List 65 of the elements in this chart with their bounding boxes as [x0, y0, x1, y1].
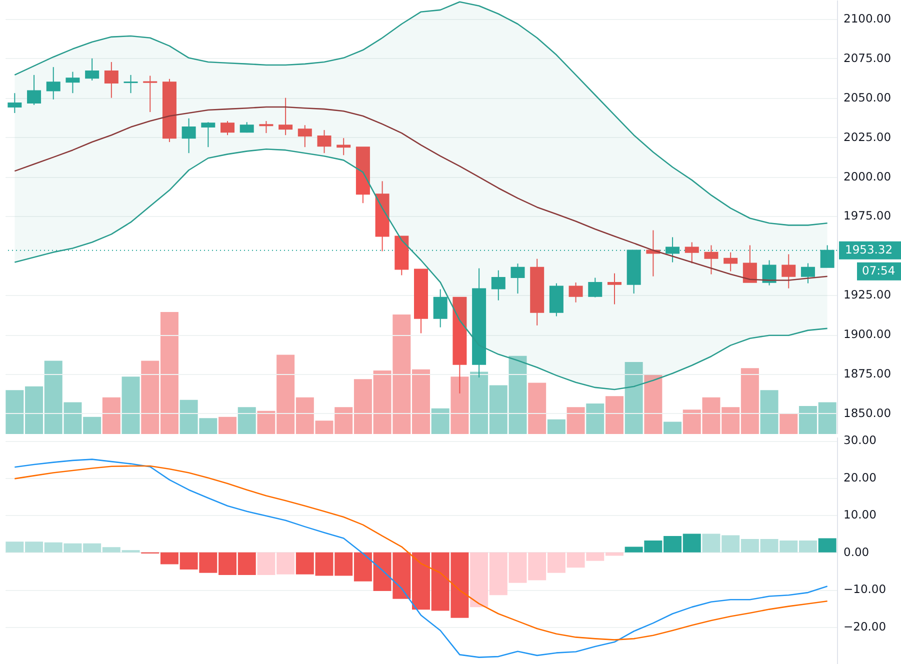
candlestick	[588, 277, 602, 298]
candlestick	[104, 62, 118, 98]
y-tick-label: 0.00	[844, 544, 870, 559]
bar	[450, 376, 469, 434]
candlestick	[800, 262, 815, 284]
candlestick	[742, 244, 757, 283]
bar	[528, 382, 546, 434]
candlestick	[8, 92, 22, 114]
candlestick	[724, 252, 738, 272]
bar	[218, 416, 237, 434]
bar	[566, 407, 585, 434]
candlestick	[27, 74, 42, 106]
candlestick	[182, 118, 196, 154]
bar	[780, 413, 798, 434]
candlestick	[201, 122, 216, 148]
y-tick-label: −10.00	[844, 582, 886, 596]
bar	[624, 362, 643, 434]
candlestick	[762, 260, 776, 286]
y-tick-label: 10.00	[844, 508, 876, 522]
y-tick-label: 1925.00	[844, 288, 892, 302]
bar	[818, 538, 836, 552]
y-tick-label: 2075.00	[844, 50, 892, 65]
y-tick-label: 2000.00	[844, 169, 892, 184]
ref-line-label: 1953.32	[845, 242, 893, 256]
candlestick	[317, 130, 332, 154]
bar	[586, 404, 604, 434]
bar	[122, 376, 140, 434]
candlestick	[336, 138, 351, 156]
candlestick	[143, 75, 158, 113]
y-tick-label: 30.00	[844, 433, 876, 448]
candlestick	[259, 120, 274, 134]
bar	[547, 419, 566, 434]
candlestick	[607, 272, 622, 305]
y-tick-label: 2100.00	[844, 11, 892, 26]
y-tick-label: 1875.00	[844, 366, 892, 381]
bar	[102, 397, 120, 434]
bar	[664, 422, 682, 434]
candlestick	[684, 242, 699, 264]
y-tick-label: 1850.00	[844, 406, 892, 420]
candlestick	[491, 270, 506, 301]
text: 07:54	[862, 263, 896, 278]
candlestick	[278, 97, 293, 136]
candlestick	[510, 263, 525, 294]
candlestick	[85, 58, 100, 81]
bar	[238, 407, 256, 434]
candlestick	[298, 124, 312, 148]
candlestick	[220, 120, 235, 136]
candlestick	[568, 282, 583, 303]
candlestick	[433, 288, 448, 328]
candlestick	[124, 74, 138, 94]
y-tick-label: 1900.00	[844, 327, 892, 342]
bar	[431, 408, 450, 434]
y-tick-label: 2050.00	[844, 90, 892, 104]
y-tick-label: 1975.00	[844, 208, 892, 223]
bar	[760, 390, 778, 434]
y-tick-label: 2025.00	[844, 130, 892, 144]
y-tick-label: 20.00	[844, 470, 876, 484]
candlestick	[46, 66, 60, 100]
y-tick-label: −20.00	[844, 619, 886, 634]
bar	[644, 374, 662, 434]
candlestick	[704, 244, 718, 275]
bar	[605, 396, 624, 434]
candlestick	[782, 254, 796, 289]
candlestick	[66, 71, 80, 94]
line-series	[14, 1, 828, 226]
